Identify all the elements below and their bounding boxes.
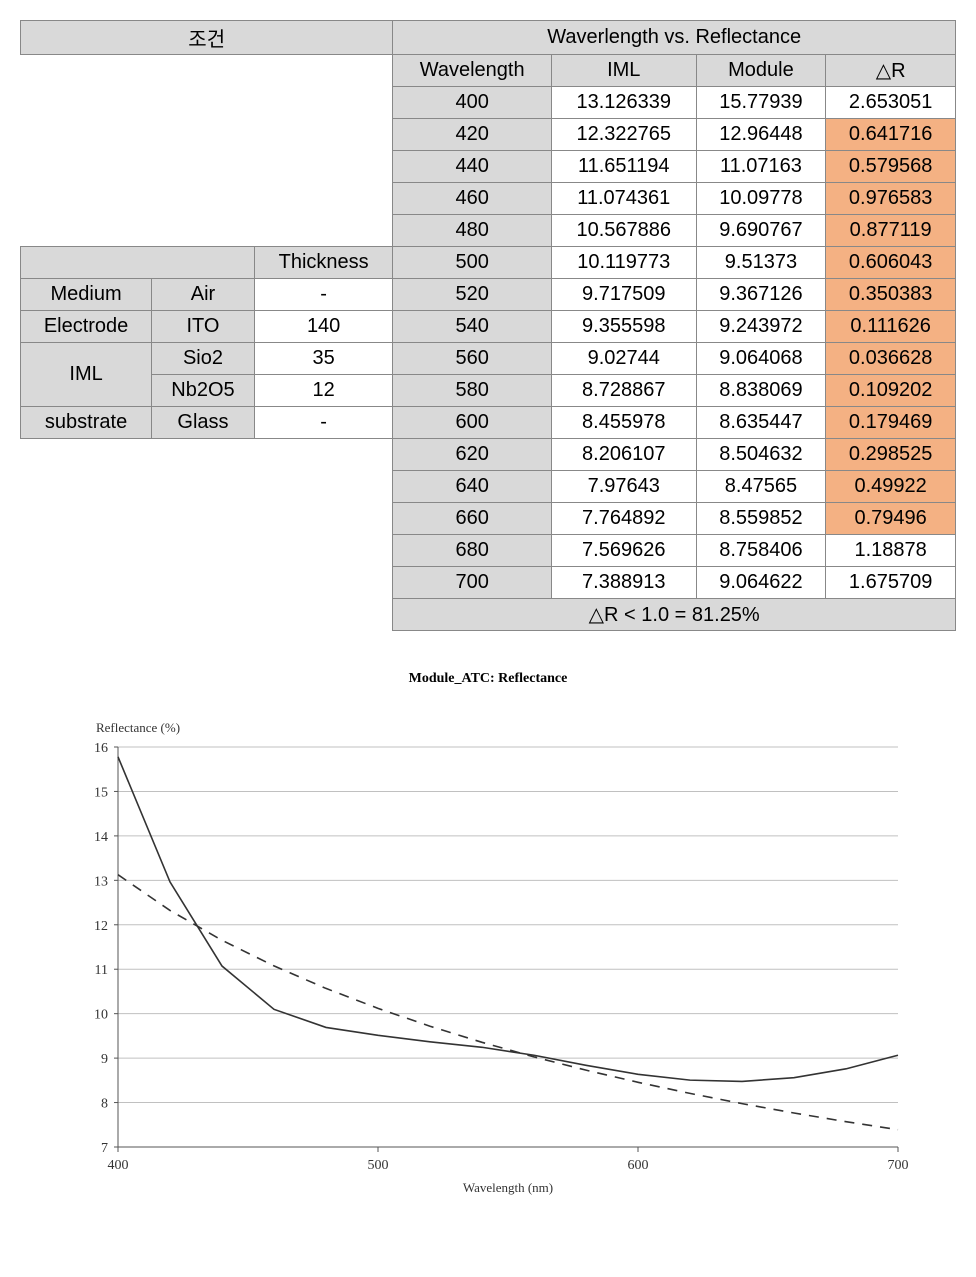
svg-text:500: 500 (368, 1158, 389, 1173)
svg-text:9: 9 (101, 1052, 108, 1067)
svg-text:600: 600 (628, 1158, 649, 1173)
table-footer: △R < 1.0 = 81.25% (393, 599, 956, 631)
table-row: 480 10.567886 9.690767 0.877119 (21, 215, 956, 247)
table-row: substrate Glass - 600 8.455978 8.635447 … (21, 407, 956, 439)
table-row: Electrode ITO 140 540 9.355598 9.243972 … (21, 311, 956, 343)
svg-text:Reflectance (%): Reflectance (%) (96, 720, 180, 735)
svg-text:10: 10 (94, 1008, 108, 1023)
chart-container: Module_ATC: Reflectance 7 8 9 10 11 12 13 14 15 1… (20, 671, 956, 1197)
thickness-header: Thickness (254, 247, 393, 279)
svg-text:13: 13 (94, 874, 108, 889)
table-row: Medium Air - 520 9.717509 9.367126 0.350… (21, 279, 956, 311)
svg-text:7: 7 (101, 1141, 108, 1156)
left-header: 조건 (21, 21, 393, 55)
col-dr: △R (826, 55, 956, 87)
svg-text:11: 11 (95, 963, 108, 978)
col-wavelength: Wavelength (393, 55, 552, 87)
col-iml: IML (551, 55, 696, 87)
reflectance-chart: 7 8 9 10 11 12 13 14 15 16 400 500 600 700 Wavelength … (38, 697, 938, 1197)
svg-text:8: 8 (101, 1097, 108, 1112)
chart-title: Module_ATC: Reflectance (20, 671, 956, 687)
svg-text:Wavelength (nm): Wavelength (nm) (463, 1180, 553, 1195)
table-row: IML Sio2 35 560 9.02744 9.064068 0.03662… (21, 343, 956, 375)
right-header: Waverlength vs. Reflectance (393, 21, 956, 55)
svg-text:14: 14 (94, 830, 108, 845)
data-table: 조건 Waverlength vs. Reflectance Wavelengt… (20, 20, 956, 631)
table-row: 620 8.206107 8.504632 0.298525 (21, 439, 956, 471)
svg-text:16: 16 (94, 741, 108, 756)
col-module: Module (696, 55, 826, 87)
svg-text:15: 15 (94, 785, 108, 800)
svg-text:700: 700 (888, 1158, 909, 1173)
table-row: Thickness 500 10.119773 9.51373 0.606043 (21, 247, 956, 279)
svg-text:12: 12 (94, 919, 108, 934)
svg-text:400: 400 (108, 1158, 129, 1173)
table-row: Nb2O5 12 580 8.728867 8.838069 0.109202 (21, 375, 956, 407)
